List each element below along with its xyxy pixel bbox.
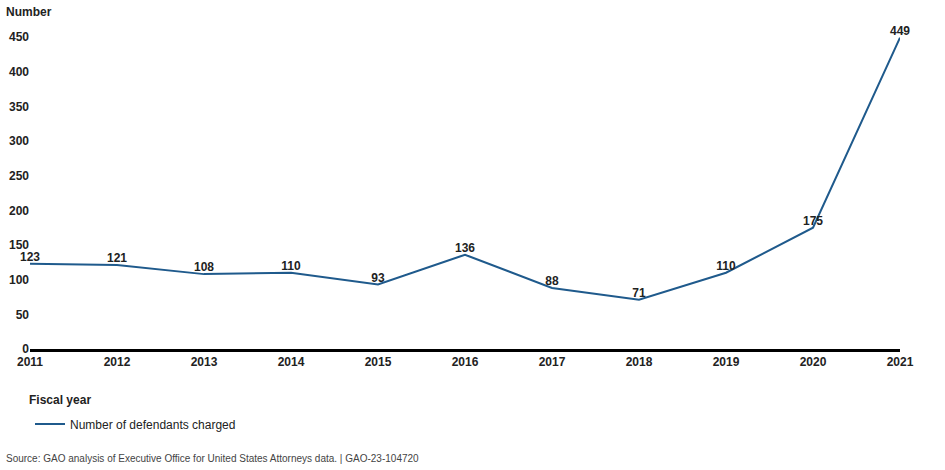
svg-text:400: 400 [9,65,29,79]
svg-text:100: 100 [9,273,29,287]
svg-text:2015: 2015 [365,355,392,369]
svg-text:250: 250 [9,169,29,183]
svg-text:136: 136 [455,241,475,255]
svg-text:93: 93 [371,271,385,285]
svg-text:2018: 2018 [626,355,653,369]
svg-text:110: 110 [716,259,736,273]
svg-text:2011: 2011 [17,355,43,369]
svg-text:2017: 2017 [539,355,566,369]
svg-text:2016: 2016 [452,355,479,369]
svg-text:2013: 2013 [191,355,218,369]
svg-text:200: 200 [9,204,29,218]
svg-text:2019: 2019 [713,355,740,369]
svg-text:108: 108 [194,260,214,274]
svg-text:2012: 2012 [104,355,131,369]
svg-text:2014: 2014 [278,355,305,369]
svg-text:2021: 2021 [887,355,914,369]
svg-text:449: 449 [890,24,910,38]
svg-text:175: 175 [803,214,823,228]
svg-text:2020: 2020 [800,355,827,369]
svg-text:300: 300 [9,134,29,148]
svg-text:Source: GAO analysis of Execut: Source: GAO analysis of Executive Office… [6,453,419,464]
svg-text:450: 450 [9,30,29,44]
svg-text:50: 50 [16,308,30,322]
svg-text:Number: Number [6,5,52,19]
svg-text:110: 110 [281,259,301,273]
svg-text:123: 123 [20,250,40,264]
svg-text:350: 350 [9,100,29,114]
svg-text:121: 121 [107,251,127,265]
svg-text:71: 71 [632,286,646,300]
svg-text:88: 88 [545,274,559,288]
svg-text:150: 150 [9,238,29,252]
svg-text:Fiscal year: Fiscal year [29,393,91,407]
svg-text:Number of defendants charged: Number of defendants charged [70,418,235,432]
svg-text:0: 0 [22,342,29,356]
